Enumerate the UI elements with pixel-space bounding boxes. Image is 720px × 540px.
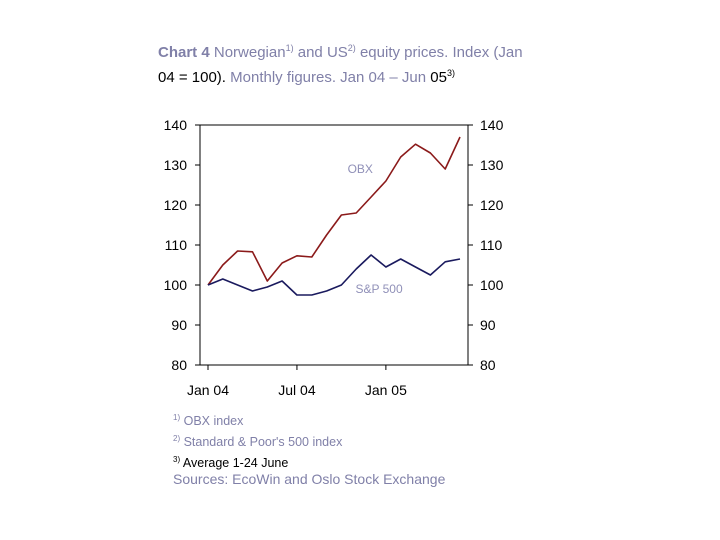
x-tick-label: Jul 04	[278, 382, 316, 398]
footnote-2: 2) Standard & Poor's 500 index	[173, 430, 342, 451]
footnote-3-text: Average 1-24 June	[180, 456, 289, 471]
y-tick-label-left: 80	[171, 357, 187, 373]
y-tick-label-left: 140	[164, 117, 188, 133]
footnote-1-marker: 1)	[173, 413, 181, 422]
footnote-3: 3) Average 1-24 June	[173, 451, 342, 472]
title-sup2: 2)	[347, 43, 356, 53]
series-line-s-p-500	[207, 254, 461, 296]
y-tick-label-right: 110	[480, 237, 503, 253]
y-tick-label-right: 130	[480, 157, 504, 173]
plot-frame	[199, 124, 469, 366]
title-part1: Chart 4	[158, 44, 210, 61]
title-part6: Monthly figures. Jan 04 – Jun	[225, 69, 427, 86]
y-tick-label-left: 130	[164, 157, 188, 173]
footnote-2-marker: 2)	[173, 434, 181, 444]
title-part7: 05	[426, 69, 447, 86]
series-label-obx: OBX	[348, 162, 373, 176]
footnotes: 1) OBX index 2) Standard & Poor's 500 in…	[173, 409, 342, 472]
y-tick-label-right: 140	[480, 117, 504, 133]
y-tick-label-left: 120	[164, 197, 188, 213]
footnote-1: 1) OBX index	[173, 409, 342, 430]
title-sup3: 3)	[446, 68, 455, 78]
title-part2: Norwegian	[209, 44, 286, 61]
title-part3: and US	[293, 44, 348, 61]
y-tick-label-right: 90	[480, 317, 496, 333]
footnote-2-text: Standard & Poor's 500 index	[180, 435, 343, 450]
series-line-obx	[207, 136, 461, 286]
title-sup1: 1)	[285, 43, 294, 53]
y-tick-label-right: 80	[480, 357, 496, 373]
title-part5: 04 = 100).	[158, 69, 226, 86]
title-part4: equity prices. Index (Jan	[355, 44, 523, 61]
y-tick-label-left: 100	[164, 277, 188, 293]
y-tick-label-left: 90	[171, 317, 187, 333]
chart-title: Chart 4 Norwegian1) and US2) equity pric…	[158, 38, 528, 88]
y-tick-label-left: 110	[165, 237, 188, 253]
series-label-sp500: S&P 500	[355, 282, 402, 296]
footnote-1-text: OBX index	[180, 414, 244, 429]
x-tick-label: Jan 04	[187, 382, 229, 398]
x-tick-label: Jan 05	[365, 382, 407, 398]
y-tick-label-right: 100	[480, 277, 504, 293]
sources-note: Sources: EcoWin and Oslo Stock Exchange	[173, 471, 446, 487]
footnote-3-marker: 3)	[173, 455, 181, 465]
y-tick-label-right: 120	[480, 197, 504, 213]
